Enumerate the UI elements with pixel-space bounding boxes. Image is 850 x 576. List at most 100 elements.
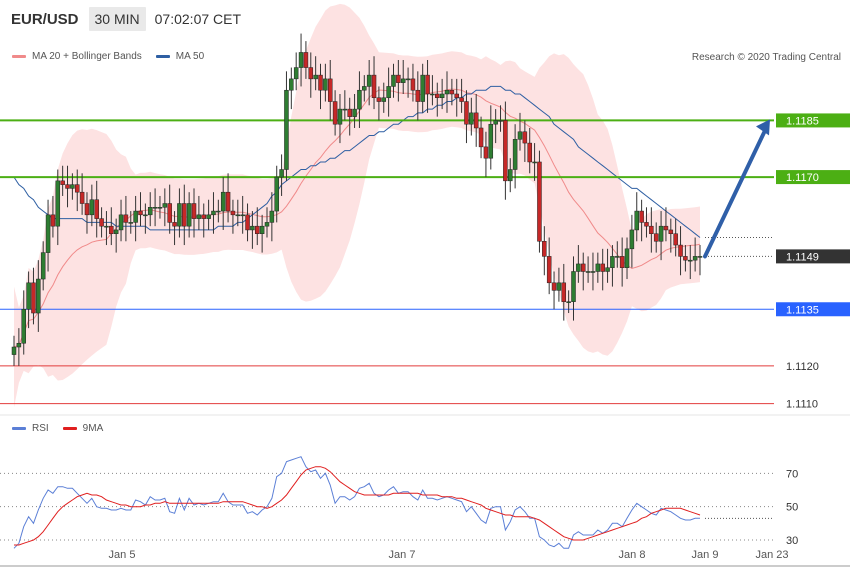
candle-body	[337, 108, 343, 125]
candle	[512, 124, 518, 189]
candle	[60, 165, 65, 196]
candle-body	[546, 256, 552, 284]
candle	[303, 41, 309, 79]
candle-body	[264, 222, 270, 227]
candle	[439, 78, 445, 110]
candle	[182, 184, 187, 246]
candle-body	[216, 210, 221, 213]
price-label-box	[776, 170, 850, 185]
candle	[99, 207, 104, 238]
candle	[663, 207, 669, 242]
symbol-label[interactable]: EUR/USD	[11, 10, 79, 28]
candle-body	[585, 271, 591, 273]
price-label-box	[776, 396, 850, 411]
candle	[396, 60, 401, 102]
candle	[123, 195, 129, 242]
candle-body	[235, 214, 241, 217]
candle-body	[225, 191, 231, 212]
candle-body	[400, 78, 406, 83]
candle-body	[595, 263, 601, 272]
candle	[162, 188, 168, 227]
candle	[376, 86, 382, 121]
candle	[104, 211, 109, 246]
candle	[503, 101, 508, 200]
candle-body	[284, 89, 289, 170]
candle	[347, 97, 352, 136]
bollinger-band-area	[14, 3, 700, 408]
price-label-text: 1.1170	[786, 172, 819, 184]
candle	[629, 214, 635, 268]
candle	[639, 199, 644, 242]
candle	[561, 263, 567, 321]
candle	[600, 248, 605, 291]
candle-body	[425, 74, 430, 95]
candle-body	[191, 203, 197, 219]
candle	[332, 90, 338, 136]
candle	[118, 199, 124, 242]
candle	[566, 290, 571, 314]
candle-body	[50, 214, 56, 227]
candle-body	[220, 191, 226, 212]
candle-body	[74, 184, 80, 193]
candle	[352, 93, 357, 128]
candle-body	[371, 74, 377, 99]
candle	[55, 169, 61, 246]
price-label-text: 1.1185	[786, 115, 819, 127]
candle	[269, 192, 275, 242]
candle	[386, 67, 391, 117]
candle	[420, 63, 425, 113]
candle	[542, 226, 547, 276]
candle	[624, 237, 630, 280]
candle-body	[493, 120, 498, 125]
candle	[493, 109, 498, 144]
candle-body	[415, 89, 421, 102]
candle-body	[79, 191, 85, 204]
candle-body	[644, 222, 649, 227]
candle-body	[420, 74, 425, 102]
candle	[342, 90, 348, 121]
candle	[186, 192, 192, 238]
ma50-line	[13, 85, 701, 238]
candle-body	[318, 74, 323, 91]
candle	[391, 63, 396, 98]
candle	[537, 150, 542, 253]
candle	[673, 218, 678, 257]
candle	[308, 52, 314, 98]
candle-body	[55, 180, 61, 227]
candle-body	[21, 309, 26, 344]
main-legend: MA 20 + Bollinger Bands MA 50	[12, 51, 204, 62]
candle	[644, 207, 649, 238]
candle-body	[590, 271, 596, 273]
candle	[634, 192, 640, 242]
candle-body	[391, 74, 396, 87]
candle-body	[313, 74, 318, 80]
candle-body	[473, 112, 479, 129]
candle	[172, 211, 177, 246]
candle-body	[542, 241, 547, 257]
candle-body	[376, 97, 382, 102]
candle-body	[259, 225, 265, 234]
candle-body	[605, 267, 610, 272]
candle	[128, 211, 134, 234]
candle-body	[186, 203, 192, 227]
rsi-legend-label: RSI	[32, 423, 49, 434]
rsi-ma9-line	[14, 466, 701, 546]
candle-body	[503, 120, 508, 182]
candle-body	[580, 263, 586, 272]
candle	[683, 245, 688, 272]
candle	[615, 241, 620, 268]
candle	[216, 199, 221, 223]
candle-body	[123, 214, 129, 223]
candle	[366, 60, 372, 106]
candle	[313, 56, 318, 91]
candle	[425, 60, 430, 113]
ma20-legend-label: MA 20 + Bollinger Bands	[32, 51, 142, 62]
candle	[147, 192, 153, 227]
candle-body	[118, 214, 124, 231]
candle	[478, 116, 484, 159]
interval-selector[interactable]: 30 MIN	[88, 7, 146, 31]
candle	[152, 188, 158, 227]
candle-body	[566, 301, 571, 303]
chart-header: EUR/USD 30 MIN 07:02:07 CET	[0, 0, 850, 38]
